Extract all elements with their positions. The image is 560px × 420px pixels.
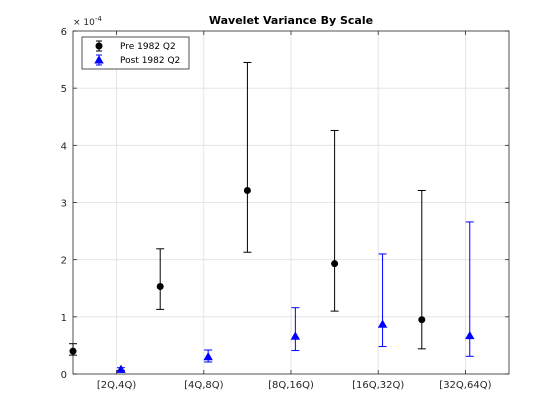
grid-lines	[73, 31, 509, 374]
legend-box	[81, 36, 190, 70]
x-tick-label: [32Q,64Q)	[439, 380, 491, 391]
y-tick-label: 4	[61, 141, 67, 152]
y-tick-label: 1	[61, 313, 67, 324]
x-tick-label: [4Q,8Q)	[184, 380, 224, 391]
x-tick-label: [8Q,16Q)	[268, 380, 314, 391]
x-axis: [2Q,4Q) [4Q,8Q) [8Q,16Q) [16Q,32Q) [32Q,64Q)	[97, 31, 492, 391]
chart-title: Wavelet Variance By Scale	[209, 14, 373, 27]
series-group	[69, 61, 475, 373]
y-multiplier-label: × 10-4	[73, 15, 102, 28]
series-post-1982-q2	[116, 221, 475, 373]
data-point	[243, 186, 251, 194]
y-tick-label: 6	[61, 27, 67, 38]
y-tick-label: 3	[61, 199, 67, 210]
data-point	[418, 316, 426, 324]
y-axis: 0 1 2 3 4 5 6	[61, 27, 509, 381]
y-tick-label: 2	[61, 256, 67, 267]
data-point	[377, 319, 388, 328]
series-pre-1982-q2	[69, 61, 426, 356]
legend-marker	[94, 55, 104, 64]
y-tick-label: 0	[61, 370, 67, 381]
data-point	[156, 283, 164, 291]
legend-marker	[95, 42, 103, 50]
data-point	[116, 364, 126, 373]
data-point	[69, 347, 77, 355]
data-point	[465, 330, 475, 340]
legend: Pre 1982 Q2 Post 1982 Q2	[81, 36, 190, 70]
data-point	[290, 331, 301, 340]
legend-label: Post 1982 Q2	[120, 56, 180, 66]
y-tick-label: 5	[61, 84, 67, 95]
x-tick-label: [16Q,32Q)	[352, 380, 404, 391]
data-point	[331, 260, 339, 268]
legend-label: Pre 1982 Q2	[120, 42, 176, 52]
x-tick-label: [2Q,4Q)	[97, 380, 137, 391]
data-point	[203, 352, 213, 361]
